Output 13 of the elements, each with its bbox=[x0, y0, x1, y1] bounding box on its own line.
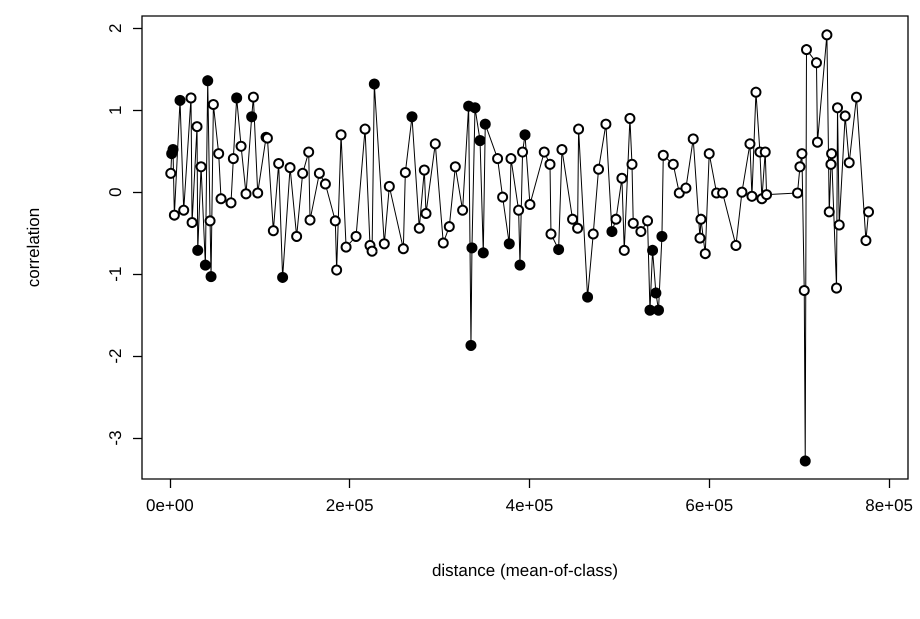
y-tick-label: 0 bbox=[106, 187, 125, 197]
x-tick-label: 0e+00 bbox=[146, 496, 194, 515]
x-tick-label: 2e+05 bbox=[326, 496, 374, 515]
y-tick-label: 2 bbox=[106, 24, 125, 34]
y-tick-label: -1 bbox=[106, 266, 125, 282]
x-axis-title: distance (mean-of-class) bbox=[432, 561, 618, 580]
x-tick-label: 8e+05 bbox=[865, 496, 913, 515]
y-tick-label: 1 bbox=[106, 106, 125, 115]
y-tick-label: -3 bbox=[106, 430, 125, 446]
y-tick-label: -2 bbox=[106, 348, 125, 364]
y-axis-title: correlation bbox=[24, 208, 43, 288]
x-tick-label: 4e+05 bbox=[506, 496, 554, 515]
x-tick-label: 6e+05 bbox=[685, 496, 734, 515]
